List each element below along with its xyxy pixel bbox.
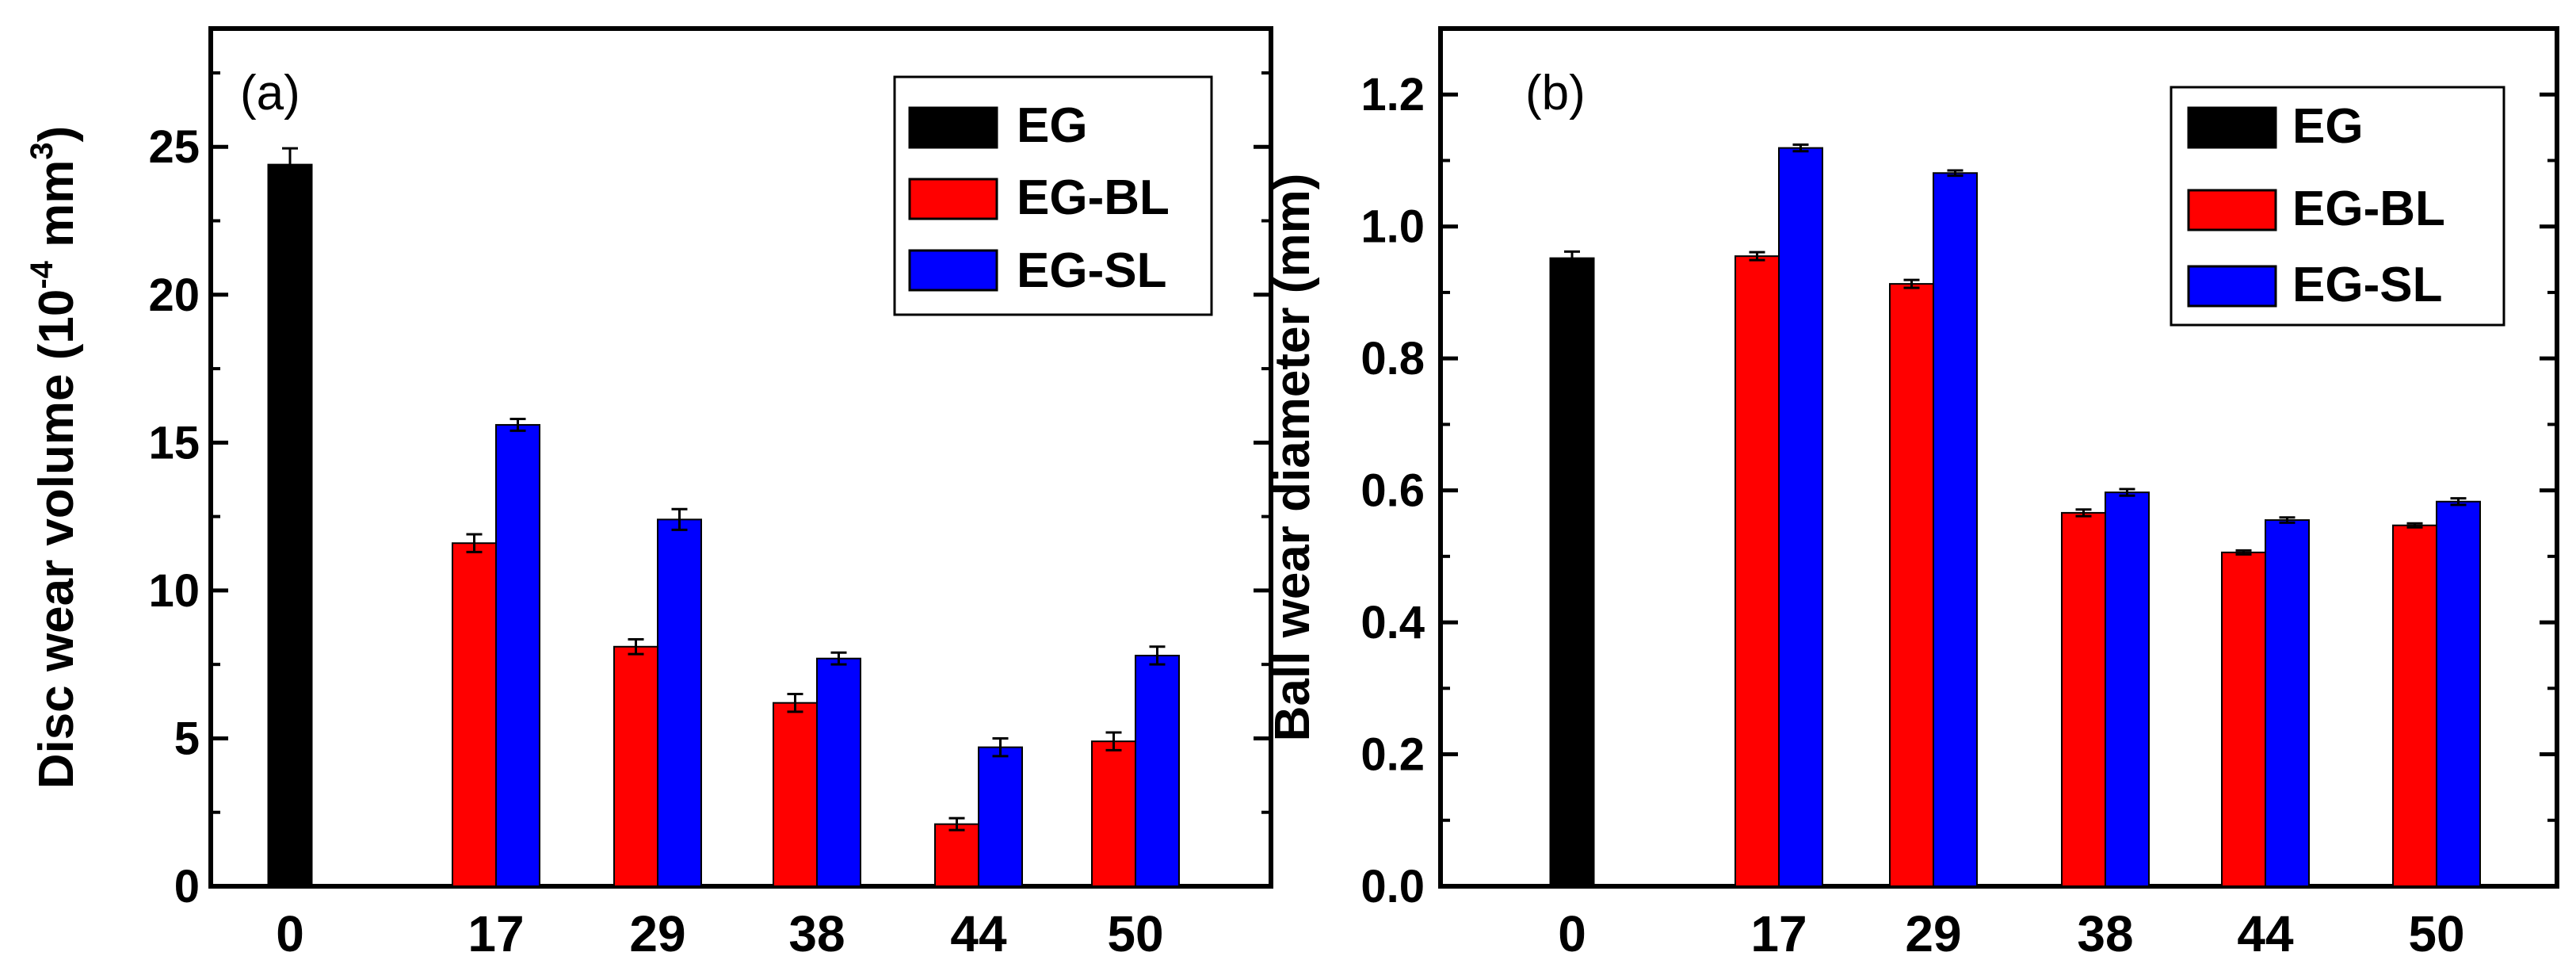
panel-a-legend-swatch-eg-bl [908, 178, 998, 220]
x-tick-label: 0 [276, 905, 304, 962]
bar-eg-sl-50 [2436, 500, 2481, 887]
panel-b-label: (b) [1525, 66, 1586, 120]
x-tick-label: 17 [467, 905, 524, 962]
y-tick-label: 1.0 [1361, 201, 1425, 253]
bar-eg-bl-29 [1889, 283, 1934, 887]
y-tick-label: 0.8 [1361, 333, 1425, 384]
panel-a-plot-frame [208, 26, 1273, 889]
x-tick-label: 50 [2408, 905, 2464, 962]
y-tick-label: 15 [148, 417, 200, 468]
panel-b-legend-label-eg: EG [2292, 99, 2364, 154]
y-tick-label: 1.2 [1361, 69, 1425, 120]
x-tick-label: 44 [2237, 905, 2294, 962]
y-tick-label: 0.4 [1361, 597, 1425, 648]
x-tick-label: 29 [1905, 905, 1961, 962]
panel-a-bars [267, 147, 1180, 888]
panel-a-x-ticks: 0 17 29 38 44 50 [276, 905, 1163, 962]
panel-b-chart: 0.0 0.2 0.4 0.6 0.8 1.0 1.2 0 17 29 38 44 50 (b) Ba… [1265, 26, 2559, 962]
bar-eg-bl-44 [934, 823, 979, 888]
panel-a-label: (a) [240, 66, 300, 120]
panel-b-legend-label-eg-sl: EG-SL [2292, 258, 2442, 312]
bar-eg-sl-17 [1778, 147, 1823, 887]
x-tick-label: 0 [1558, 905, 1586, 962]
bar-eg-sl-44 [2265, 519, 2310, 887]
panel-b-bars [1549, 143, 2481, 888]
x-tick-label: 38 [788, 905, 845, 962]
bar-eg-bl-50 [2392, 524, 2437, 888]
panel-b-y-ticks: 0.0 0.2 0.4 0.6 0.8 1.0 1.2 [1361, 27, 2557, 912]
x-tick-label: 44 [950, 905, 1007, 962]
panel-a-y-ticks: 0 5 10 15 20 25 [148, 71, 1271, 912]
panel-a-legend-label-eg: EG [1017, 98, 1088, 153]
y-tick-label: 20 [148, 270, 200, 321]
y-tick-label: 10 [148, 565, 200, 617]
y-tick-label: 5 [174, 713, 200, 764]
bar-eg-sl-29 [657, 518, 702, 888]
y-tick-label: 0.6 [1361, 465, 1425, 517]
panel-b-legend-swatch-eg-bl [2187, 189, 2277, 231]
bar-eg-bl-44 [2221, 551, 2266, 887]
panel-b-x-ticks: 0 17 29 38 44 50 [1558, 905, 2464, 962]
panel-a-legend-swatch-eg [908, 106, 998, 149]
y-tick-label: 0 [174, 861, 200, 912]
panel-b-legend-swatch-eg [2187, 106, 2277, 149]
bar-eg-sl-17 [495, 423, 540, 887]
bar-eg-sl-29 [1933, 172, 1978, 887]
bar-eg-bl-50 [1091, 740, 1136, 888]
bar-eg-bl-38 [2061, 511, 2106, 887]
y-tick-label: 0.0 [1361, 861, 1425, 912]
y-tick-label: 0.2 [1361, 729, 1425, 781]
panel-b-plot-frame [1438, 26, 2559, 889]
x-tick-label: 17 [1750, 905, 1807, 962]
panel-a-legend-swatch-eg-sl [908, 249, 998, 292]
panel-b-legend-label-eg-bl: EG-BL [2292, 182, 2445, 236]
x-tick-label: 38 [2077, 905, 2133, 962]
bar-eg-0 [267, 163, 313, 888]
panel-b-legend: EG EG-BL EG-SL [2170, 86, 2505, 327]
panel-a-legend: EG EG-BL EG-SL [893, 75, 1213, 316]
panel-b-legend-swatch-eg-sl [2187, 265, 2277, 308]
panel-a-legend-label-eg-sl: EG-SL [1017, 243, 1166, 298]
bar-eg-0 [1549, 257, 1595, 887]
x-tick-label: 50 [1107, 905, 1163, 962]
bar-eg-sl-50 [1135, 654, 1180, 887]
y-tick-label: 25 [148, 121, 200, 173]
bar-eg-sl-38 [2105, 491, 2150, 887]
panel-a-legend-label-eg-bl: EG-BL [1017, 170, 1170, 225]
bar-eg-sl-38 [816, 657, 861, 887]
bar-eg-bl-29 [613, 645, 658, 887]
panel-b-y-axis-label: Ball wear diameter (mm) [1265, 174, 1320, 742]
bar-eg-bl-38 [773, 702, 818, 887]
x-tick-label: 29 [629, 905, 685, 962]
bar-eg-sl-44 [978, 746, 1023, 887]
panel-a-y-axis-label: Disc wear volume (10-4 mm3) [25, 126, 84, 790]
bar-eg-bl-17 [1735, 255, 1780, 887]
bar-eg-bl-17 [452, 542, 497, 887]
panel-a-chart: 0 5 10 15 20 25 0 17 29 38 44 50 (a) Disc wear vol… [25, 26, 1273, 962]
